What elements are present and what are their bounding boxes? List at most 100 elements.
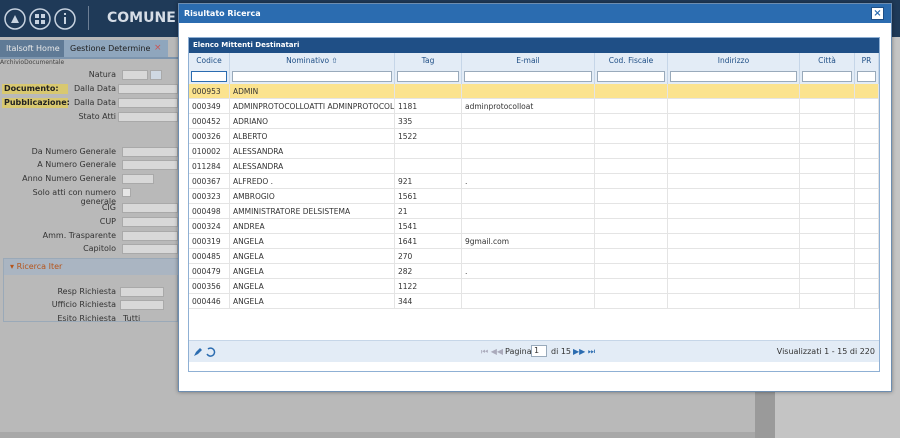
grid-row[interactable]: 000479 ANGELA 282. [189,264,879,279]
input[interactable] [122,244,178,254]
grid-cell [668,84,800,99]
pager-prev[interactable]: ⏮ ◀◀ [481,347,504,356]
select-value[interactable]: Tutti [123,314,141,323]
grid-row[interactable]: 000446 ANGELA 344 [189,294,879,309]
grid-row[interactable]: 000349 ADMINPROTOCOLLOATTI ADMINPROTOCOLL… [189,99,879,114]
iter-header[interactable]: ▾ Ricerca Iter [4,259,178,275]
input[interactable] [122,231,178,241]
filter-cell [189,68,230,84]
filter-input[interactable] [597,71,665,82]
label: Ufficio Richiesta [51,300,116,309]
grid-cell: 921 [395,174,462,189]
grid-row[interactable]: 000356 ANGELA 1122 [189,279,879,294]
label: Esito Richiesta [57,314,116,323]
label-highlight: Pubblicazione: [2,98,70,108]
grid-cell: 1181 [395,99,462,114]
grid-cell [855,159,879,174]
pager-input[interactable]: 1 [531,345,547,357]
grid-cell [595,159,668,174]
input[interactable] [118,112,178,122]
checkbox[interactable] [122,188,131,197]
filter-input[interactable] [191,71,227,82]
grid-row[interactable]: 000326 ALBERTO 1522 [189,129,879,144]
grid-cell: ADMINPROTOCOLLOATTI ADMINPROTOCOLLOAT [230,99,395,114]
tab-active[interactable]: Gestione Determine [64,40,169,57]
grid-cell: 21 [395,204,462,219]
column-header[interactable]: E-mail [462,53,595,68]
pager-summary: Visualizzati 1 - 15 di 220 [776,347,875,356]
grid-row[interactable]: 010002 ALESSANDRA [189,144,879,159]
filter-input[interactable] [464,71,592,82]
column-header[interactable]: Città [800,53,855,68]
pager-next[interactable]: ▶▶ ⏭ [573,347,596,356]
grid-cell: 000349 [189,99,230,114]
grid-row[interactable]: 000319 ANGELA 1641 9gmail.com [189,234,879,249]
input[interactable] [122,203,178,213]
grid-cell [855,84,879,99]
tab-close[interactable]: × [154,43,162,53]
grid-cell: 1541 [395,219,462,234]
filter-input[interactable] [397,71,459,82]
grid-row[interactable]: 000324 ANDREA 1541 [189,219,879,234]
input[interactable] [122,160,178,170]
filter-input[interactable] [802,71,852,82]
column-header[interactable]: Cod. Fiscale [595,53,668,68]
grid-row[interactable]: 011284 ALESSANDRA [189,159,879,174]
column-header[interactable]: PR [855,53,879,68]
input[interactable] [122,147,178,157]
grid-cell [855,189,879,204]
grid-cell: 000324 [189,219,230,234]
label: Capitolo [83,244,116,253]
grid-cell: 000479 [189,264,230,279]
grid-cell: ALESSANDRA [230,159,395,174]
grid-cell: adminprotocolloat [462,99,595,114]
input[interactable] [118,98,178,108]
grid-row[interactable]: 000485 ANGELA 270 [189,249,879,264]
filter-input[interactable] [857,71,876,82]
footer-icons[interactable] [193,347,217,357]
column-header[interactable]: Codice [189,53,230,68]
input[interactable] [122,174,154,184]
grid-cell [595,129,668,144]
scrollbar[interactable] [755,390,775,438]
column-header[interactable]: Nominativo ⇧ [230,53,395,68]
grid-cell [668,174,800,189]
search-button[interactable] [150,70,162,80]
grid-cell [462,189,595,204]
filter-input[interactable] [232,71,392,82]
label: Solo atti con numero generale [32,188,116,206]
grid-cell: 000446 [189,294,230,309]
input[interactable] [120,300,164,310]
grid-row[interactable]: 000498 AMMINISTRATORE DELSISTEMA 21 [189,204,879,219]
input[interactable] [122,70,148,80]
grid-cell [462,114,595,129]
grid-row[interactable]: 000452 ADRIANO 335 [189,114,879,129]
grid-cell [855,114,879,129]
grid-cell [595,144,668,159]
column-header[interactable]: Indirizzo [668,53,800,68]
grid-cell [800,84,855,99]
grid-cell [395,84,462,99]
toolbar-icons [4,8,76,30]
column-header[interactable]: Tag [395,53,462,68]
grid-row[interactable]: 000367 ALFREDO . 921. [189,174,879,189]
input[interactable] [120,287,164,297]
grid-row[interactable]: 000953 ADMIN [189,84,879,99]
grid-row[interactable]: 000323 AMBROGIO 1561 [189,189,879,204]
grid-cell [462,144,595,159]
tab[interactable]: Italsoft Home [0,40,66,57]
grid-cell [800,279,855,294]
grid-cell [462,294,595,309]
grid-cell: 000319 [189,234,230,249]
bottom-strip [0,432,755,438]
grid-cell [595,234,668,249]
input[interactable] [122,217,178,227]
filter-input[interactable] [670,71,797,82]
grid-cell [800,114,855,129]
grid-cell [668,114,800,129]
close-button[interactable]: × [871,7,884,20]
input[interactable] [118,84,178,94]
grid-cell [668,189,800,204]
filter-cell [230,68,395,84]
